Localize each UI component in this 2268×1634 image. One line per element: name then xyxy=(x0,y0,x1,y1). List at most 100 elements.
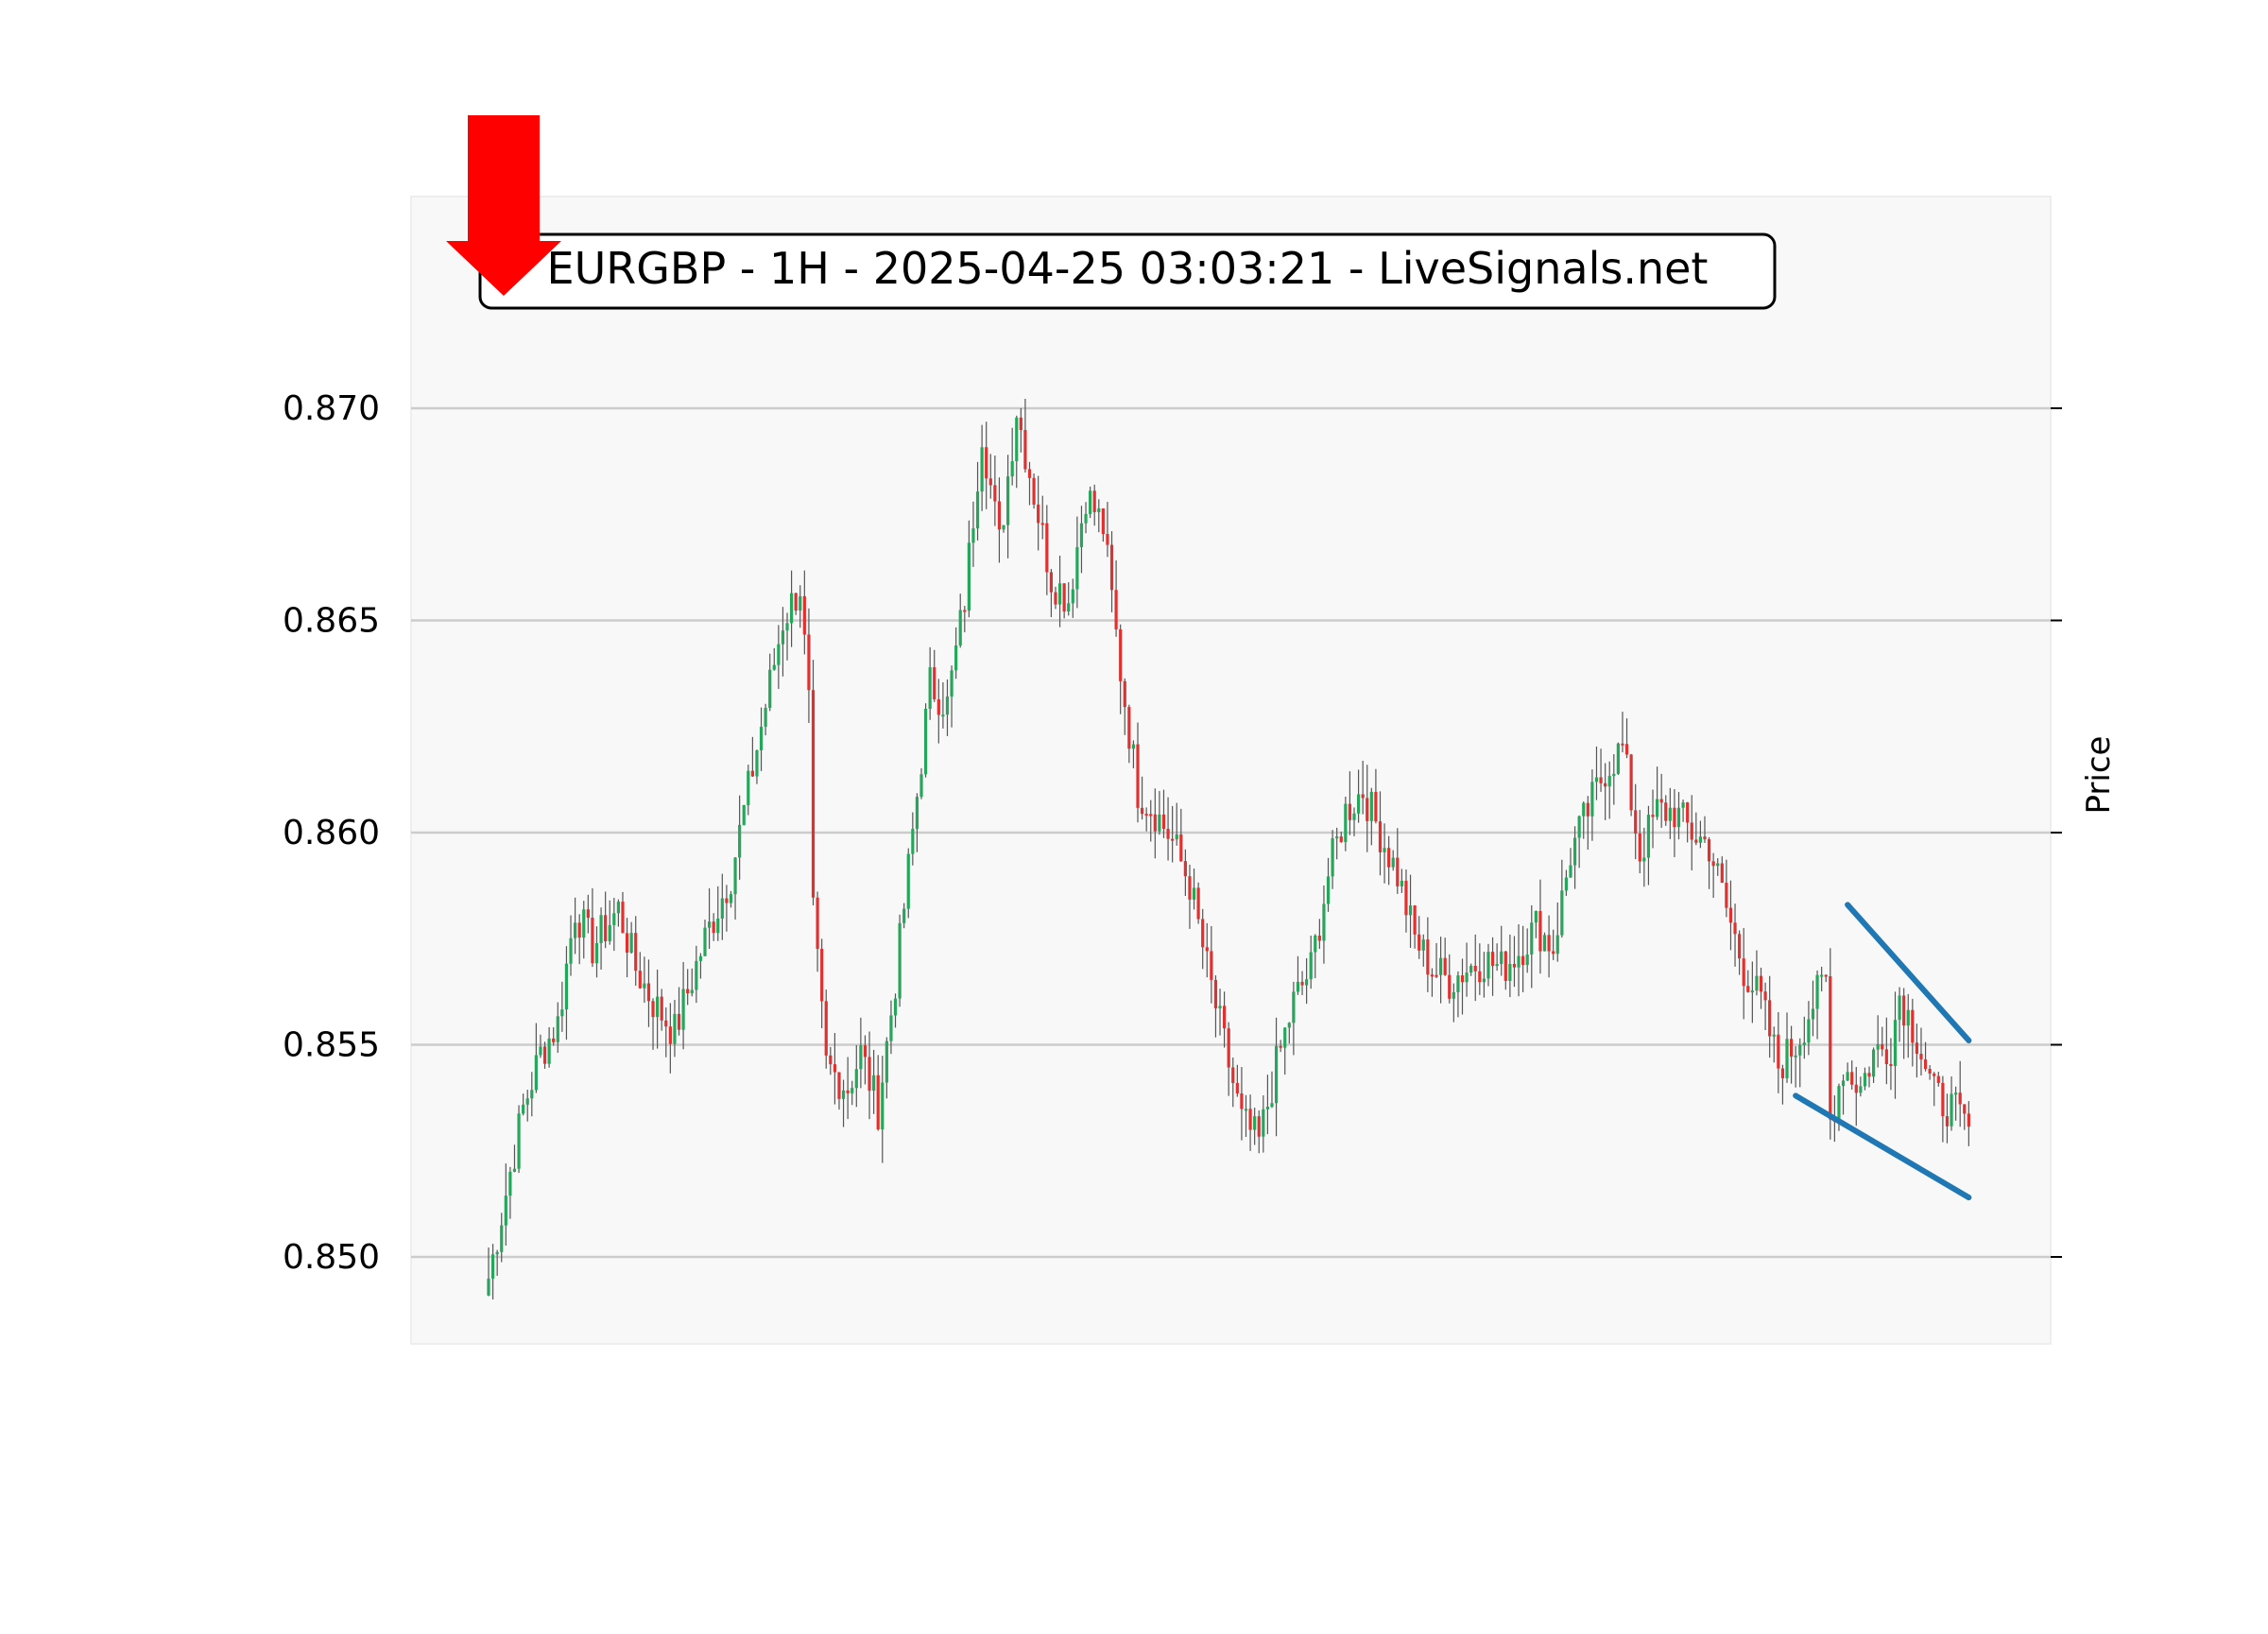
candle xyxy=(1400,869,1403,893)
candlesticks xyxy=(487,398,1970,1299)
candle xyxy=(790,570,794,647)
candle-body xyxy=(1508,963,1512,981)
candle xyxy=(1335,827,1339,860)
candle-body xyxy=(950,670,954,697)
candle-body xyxy=(1659,799,1663,803)
candle xyxy=(1785,1012,1789,1083)
candle xyxy=(517,1105,521,1174)
candle xyxy=(1555,902,1559,962)
candle xyxy=(1941,1075,1945,1143)
candle-body xyxy=(1564,877,1569,891)
candle-body xyxy=(690,989,694,994)
candle-body xyxy=(833,1064,836,1073)
candle-body xyxy=(1010,461,1014,477)
y-tick-label: 0.860 xyxy=(283,814,380,852)
candle xyxy=(1486,943,1490,987)
candle xyxy=(859,1017,863,1089)
candle-body xyxy=(1777,1034,1780,1069)
candle xyxy=(1607,761,1611,819)
candle-body xyxy=(1881,1044,1884,1050)
candle xyxy=(1694,812,1698,846)
candle-body xyxy=(668,1026,672,1044)
candle-body xyxy=(1525,954,1529,966)
candle-body xyxy=(1919,1054,1923,1059)
candle-body xyxy=(1396,857,1400,886)
candle xyxy=(616,899,620,927)
candle-body xyxy=(591,918,594,964)
candle xyxy=(1898,987,1901,1042)
candle xyxy=(954,627,958,679)
candle xyxy=(1538,879,1542,974)
candle xyxy=(1300,971,1304,995)
candle xyxy=(716,886,720,941)
candle-body xyxy=(1676,807,1681,828)
candle-body xyxy=(1344,803,1348,842)
candle-body xyxy=(716,918,720,934)
candle xyxy=(1733,903,1737,967)
candle xyxy=(1383,823,1386,884)
candle-body xyxy=(1928,1068,1932,1075)
candle-body xyxy=(1621,743,1624,746)
candle-body xyxy=(1742,958,1745,987)
candle-body xyxy=(487,1278,490,1296)
wedge-pattern xyxy=(1793,902,1972,1201)
candle xyxy=(1057,555,1062,628)
candle xyxy=(1196,882,1200,924)
candle xyxy=(1270,1071,1274,1109)
candle xyxy=(1213,975,1218,1038)
candle xyxy=(1426,917,1430,992)
title-box: EURGBP - 1H - 2025-04-25 03:03:21 - Live… xyxy=(478,232,1777,310)
candle-body xyxy=(1780,1068,1785,1078)
candle xyxy=(1780,1064,1785,1105)
candle xyxy=(1175,802,1178,846)
candle xyxy=(1728,880,1733,951)
candle-body xyxy=(547,1038,551,1064)
candle-body xyxy=(1037,504,1040,524)
candle xyxy=(863,1035,868,1085)
candle xyxy=(530,1072,534,1117)
candle-body xyxy=(1192,887,1196,900)
candle-body xyxy=(643,983,646,989)
candle xyxy=(980,424,984,511)
candle xyxy=(1131,740,1136,769)
candle-body xyxy=(1062,583,1066,612)
candle-body xyxy=(885,1041,888,1083)
candle-body xyxy=(1023,429,1027,470)
candle xyxy=(829,1046,833,1075)
candle-body xyxy=(1686,802,1690,823)
candle xyxy=(1158,791,1161,835)
candle-body xyxy=(1552,951,1555,955)
candle xyxy=(1421,934,1425,967)
candle-body xyxy=(1867,1073,1871,1077)
candle xyxy=(850,1080,854,1106)
candle-body xyxy=(560,1009,564,1017)
candle-body xyxy=(1664,802,1668,821)
candle xyxy=(1408,874,1413,948)
candle-body xyxy=(1348,803,1352,820)
candle-body xyxy=(1594,777,1599,783)
candle-body xyxy=(1161,814,1166,829)
candle xyxy=(1738,930,1742,975)
candle-body xyxy=(1473,965,1477,972)
candle xyxy=(1045,505,1049,595)
candle-body xyxy=(1149,814,1153,817)
candle xyxy=(1936,1072,1940,1087)
candle-body xyxy=(1439,957,1443,975)
candle-body xyxy=(936,699,940,715)
candle-body xyxy=(1435,974,1438,977)
candle-body xyxy=(829,1055,833,1065)
candle-body xyxy=(686,989,690,994)
candle xyxy=(1396,828,1400,894)
candle-body xyxy=(850,1088,854,1093)
candle-body xyxy=(1270,1103,1274,1108)
candle xyxy=(1802,1016,1806,1059)
candle xyxy=(1257,1109,1261,1154)
candle xyxy=(1439,937,1443,1004)
candle-body xyxy=(1703,836,1707,840)
candle-body xyxy=(1421,939,1425,951)
candle-body xyxy=(1503,951,1507,981)
candle xyxy=(1604,763,1607,820)
candle xyxy=(923,703,928,778)
candle xyxy=(1469,963,1473,976)
